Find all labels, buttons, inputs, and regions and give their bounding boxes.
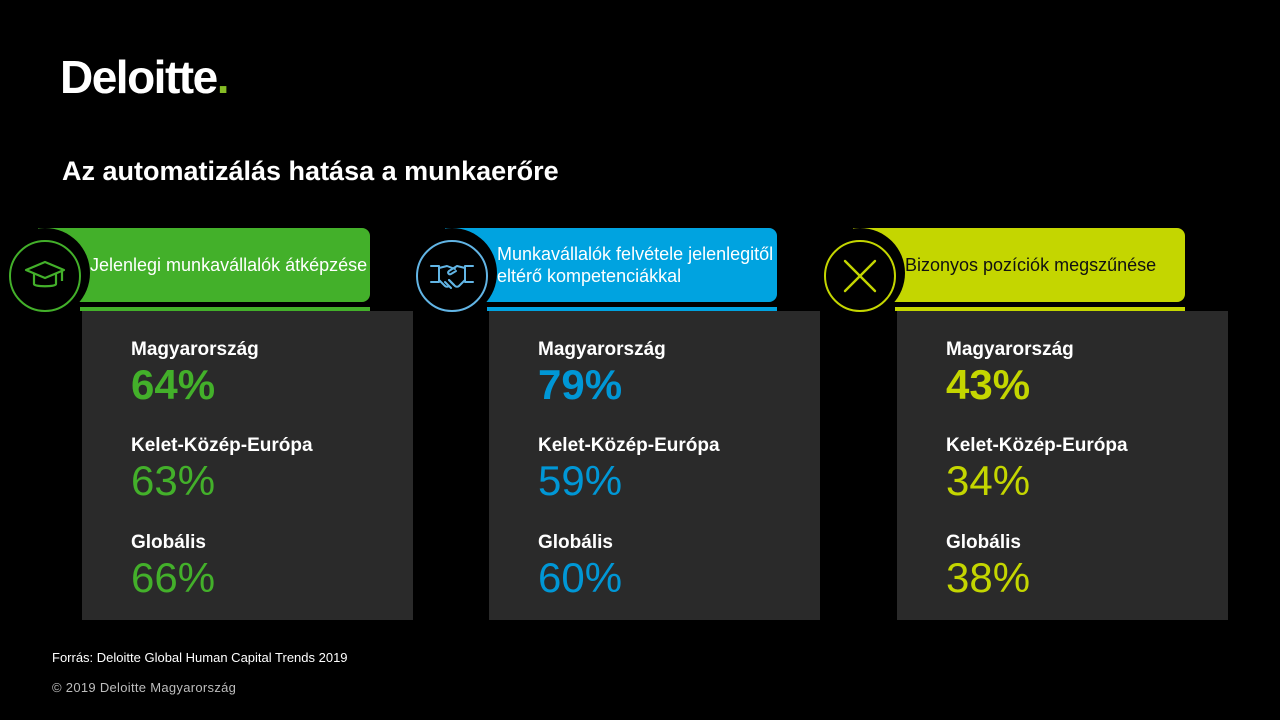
metric-cee: Kelet-Közép-Európa 63%: [131, 435, 313, 504]
metric-value: 38%: [946, 554, 1031, 601]
metric-value: 79%: [538, 361, 623, 408]
metric-value: 34%: [946, 457, 1031, 504]
metric-region: Kelet-Közép-Európa: [131, 435, 313, 456]
page-title: Az automatizálás hatása a munkaerőre: [62, 156, 559, 186]
metric-region: Magyarország: [538, 339, 666, 360]
graduation-cap-icon: [24, 260, 66, 288]
card-icon-badge: [407, 228, 497, 318]
metric-cee: Kelet-Közép-Európa 34%: [946, 435, 1128, 504]
metric-value: 64%: [131, 361, 216, 408]
deloitte-logo: Deloitte.: [60, 51, 230, 103]
metric-cee: Kelet-Közép-Európa 59%: [538, 435, 720, 504]
metric-region: Globális: [131, 532, 206, 553]
card-label: Jelenlegi munkavállalók átképzése: [90, 255, 368, 275]
metric-value: 59%: [538, 457, 623, 504]
card-label: Munkavállalók felvétele jelenlegitől elt…: [497, 244, 774, 286]
logo-text: Deloitte: [60, 51, 218, 103]
card-panel: Magyarország 79% Kelet-Közép-Európa 59% …: [489, 311, 820, 620]
metric-hungary: Magyarország 79%: [538, 339, 666, 408]
card-icon-badge: [0, 228, 90, 318]
source-note: Forrás: Deloitte Global Human Capital Tr…: [52, 650, 348, 665]
metric-value: 63%: [131, 457, 216, 504]
metric-region: Globális: [946, 532, 1021, 553]
metric-global: Globális 60%: [538, 532, 622, 601]
card-icon-badge: [815, 228, 905, 318]
metric-value: 43%: [946, 361, 1031, 408]
card-accent-strip: [487, 307, 777, 311]
card-hiring: Munkavállalók felvétele jelenlegitől elt…: [407, 228, 820, 620]
copyright: © 2019 Deloitte Magyarország: [52, 680, 237, 695]
card-panel: Magyarország 64% Kelet-Közép-Európa 63% …: [82, 311, 413, 620]
card-accent-strip: [895, 307, 1185, 311]
metric-region: Kelet-Közép-Európa: [538, 435, 720, 456]
x-mark-icon: [843, 259, 877, 293]
card-banner: Munkavállalók felvétele jelenlegitől elt…: [445, 228, 777, 302]
card-panel: Magyarország 43% Kelet-Közép-Európa 34% …: [897, 311, 1228, 620]
metric-hungary: Magyarország 64%: [131, 339, 259, 408]
card-job-loss: Bizonyos pozíciók megszűnése Magyarorszá…: [815, 228, 1228, 620]
metric-hungary: Magyarország 43%: [946, 339, 1074, 408]
metric-global: Globális 38%: [946, 532, 1030, 601]
icon-ring: [416, 240, 488, 312]
metric-value: 66%: [131, 554, 216, 601]
metric-global: Globális 66%: [131, 532, 215, 601]
card-banner: Jelenlegi munkavállalók átképzése: [38, 228, 370, 302]
logo-dot: .: [216, 51, 230, 103]
card-banner: Bizonyos pozíciók megszűnése: [853, 228, 1185, 302]
metric-region: Magyarország: [131, 339, 259, 360]
card-accent-strip: [80, 307, 370, 311]
metric-region: Magyarország: [946, 339, 1074, 360]
icon-ring: [9, 240, 81, 312]
icon-ring: [824, 240, 896, 312]
metric-region: Globális: [538, 532, 613, 553]
metric-value: 60%: [538, 554, 623, 601]
handshake-icon: [430, 265, 474, 289]
metric-region: Kelet-Közép-Európa: [946, 435, 1128, 456]
card-label: Bizonyos pozíciók megszűnése: [905, 255, 1157, 275]
card-reskilling: Jelenlegi munkavállalók átképzése Magyar…: [0, 228, 413, 620]
